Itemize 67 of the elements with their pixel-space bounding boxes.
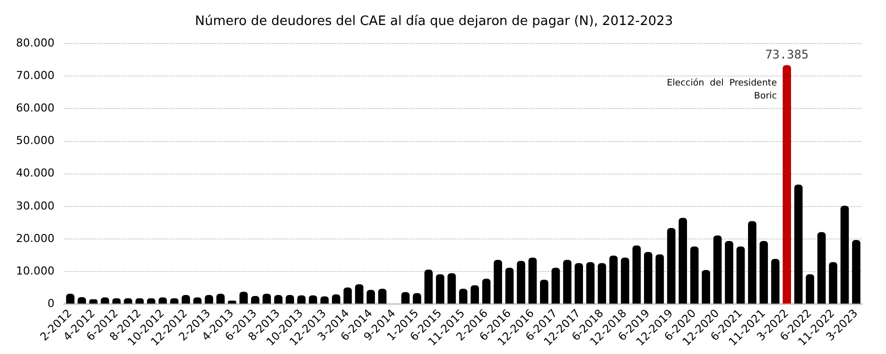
bar <box>182 295 190 304</box>
bar <box>66 294 74 304</box>
bar <box>678 218 688 304</box>
annotation: Elección del Presidente Boric <box>666 78 778 102</box>
bar <box>620 258 630 304</box>
bar <box>586 262 595 304</box>
y-tick-label: 0 <box>47 297 54 310</box>
bar <box>806 274 814 304</box>
bar <box>748 221 756 304</box>
y-tick-label: 30.000 <box>16 199 54 212</box>
bar <box>760 240 768 304</box>
bar <box>448 273 456 304</box>
bar <box>436 274 444 304</box>
y-tick-label: 70.000 <box>16 69 54 82</box>
bar <box>771 258 780 304</box>
bar <box>401 292 410 304</box>
bar <box>644 252 652 304</box>
y-tick-label: 20.000 <box>16 232 54 245</box>
bar <box>297 295 306 304</box>
bar <box>713 235 722 304</box>
bar <box>366 290 375 304</box>
bar <box>308 295 318 304</box>
bar <box>286 295 294 304</box>
bar <box>702 270 710 304</box>
bar <box>632 246 641 304</box>
bar <box>204 295 214 304</box>
bar <box>239 292 248 304</box>
bar <box>852 240 860 304</box>
bar <box>494 260 502 304</box>
bar <box>528 258 537 304</box>
bar <box>794 184 803 304</box>
y-tick-label: 60.000 <box>16 102 54 115</box>
bar <box>482 278 491 304</box>
y-tick-label: 10.000 <box>16 264 54 278</box>
bar <box>412 293 422 304</box>
bar <box>736 246 745 304</box>
bar <box>656 254 664 304</box>
bar <box>690 246 699 304</box>
bar <box>598 263 606 304</box>
bar <box>724 240 734 304</box>
bar <box>563 260 572 304</box>
bar <box>667 228 676 304</box>
bar <box>609 256 618 304</box>
bar <box>274 295 282 304</box>
bar <box>470 285 479 304</box>
bar <box>552 268 560 304</box>
bar <box>378 288 386 304</box>
bar <box>840 206 849 304</box>
bar <box>424 270 433 304</box>
bar <box>540 280 548 304</box>
bar <box>262 294 271 304</box>
bar <box>817 232 826 304</box>
y-tick-label: 40.000 <box>16 166 54 180</box>
bar <box>344 288 352 304</box>
data-label: 73.385 <box>765 47 809 62</box>
bar <box>516 260 526 304</box>
bar <box>216 294 225 304</box>
bar <box>574 263 583 304</box>
bar <box>459 288 468 304</box>
bar <box>505 268 514 304</box>
y-tick-label: 50.000 <box>16 134 54 148</box>
chart-title: Número de deudores del CAE al día que dejaron de pagar (N), 2012-2023 <box>195 14 673 30</box>
bar <box>355 284 364 304</box>
bar <box>332 294 340 304</box>
bar <box>828 262 838 304</box>
y-tick-label: 80.000 <box>16 36 54 50</box>
bar <box>782 65 792 304</box>
